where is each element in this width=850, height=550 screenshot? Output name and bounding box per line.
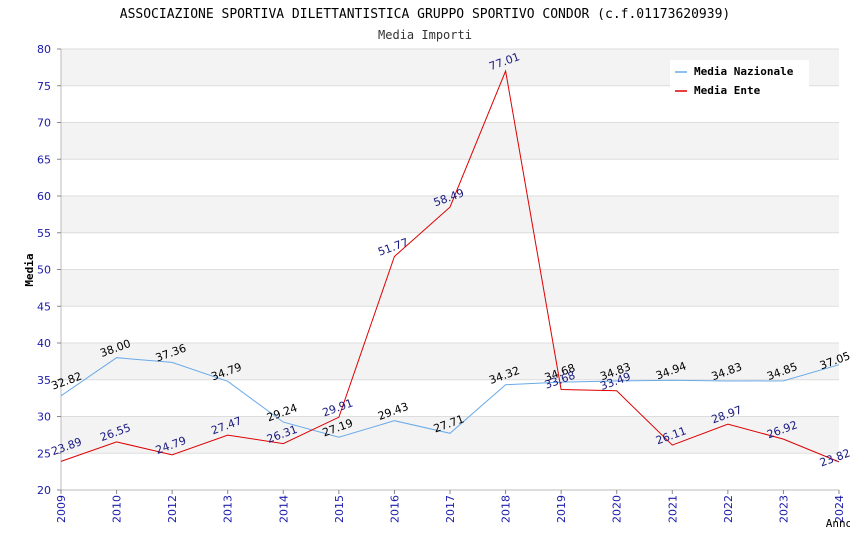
x-tick-label: 2017 <box>444 495 457 523</box>
x-tick-label: 2012 <box>166 495 179 523</box>
legend-box <box>670 60 809 100</box>
x-tick-label: 2018 <box>500 495 513 523</box>
plot-band <box>61 122 839 160</box>
x-tick-label: 2019 <box>555 495 568 523</box>
x-tick-label: 2016 <box>388 495 401 523</box>
y-tick-label: 65 <box>37 153 51 166</box>
x-tick-label: 2022 <box>722 495 735 523</box>
x-tick-label: 2015 <box>333 495 346 523</box>
x-tick-label: 2021 <box>666 495 679 523</box>
x-axis-ticks: 2009 2010 2012 2013 2014 2015 2016 2017 2018 2019… <box>55 490 846 523</box>
chart-title: ASSOCIAZIONE SPORTIVA DILETTANTISTICA GR… <box>120 7 730 22</box>
y-tick-label: 25 <box>37 447 51 460</box>
plot-band <box>61 416 839 454</box>
y-tick-label: 80 <box>37 43 51 56</box>
legend-label-nazionale: Media Nazionale <box>694 65 794 78</box>
plot-band <box>61 343 839 380</box>
plot-band <box>61 196 839 233</box>
chart-subtitle: Media Importi <box>378 28 472 42</box>
series-line-nazionale <box>60 357 840 438</box>
y-tick-label: 45 <box>37 300 51 313</box>
plot-band <box>61 269 839 307</box>
x-tick-label: 2014 <box>277 495 290 523</box>
y-tick-label: 35 <box>37 374 51 387</box>
legend-label-ente: Media Ente <box>694 84 761 97</box>
x-axis-title: Anno <box>826 517 850 530</box>
x-tick-label: 2023 <box>777 495 790 523</box>
x-tick-label: 2009 <box>55 495 68 523</box>
y-axis-ticks: 20 25 30 35 40 45 50 55 60 65 70 75 80 <box>37 43 61 497</box>
series-lines <box>60 69 840 463</box>
y-tick-label: 60 <box>37 190 51 203</box>
x-tick-label: 2010 <box>111 495 124 523</box>
y-tick-label: 55 <box>37 227 51 240</box>
y-tick-label: 70 <box>37 117 51 130</box>
y-tick-label: 75 <box>37 80 51 93</box>
series-line-ente <box>60 69 840 463</box>
legend: Media Nazionale Media Ente <box>670 60 809 100</box>
x-tick-label: 2013 <box>222 495 235 523</box>
y-axis-title: Media <box>23 253 36 286</box>
y-tick-label: 30 <box>37 411 51 424</box>
y-tick-label: 20 <box>37 484 51 497</box>
y-tick-label: 40 <box>37 337 51 350</box>
x-tick-label: 2020 <box>611 495 624 523</box>
y-tick-label: 50 <box>37 264 51 277</box>
x-tick-label: 2024 <box>833 495 846 523</box>
